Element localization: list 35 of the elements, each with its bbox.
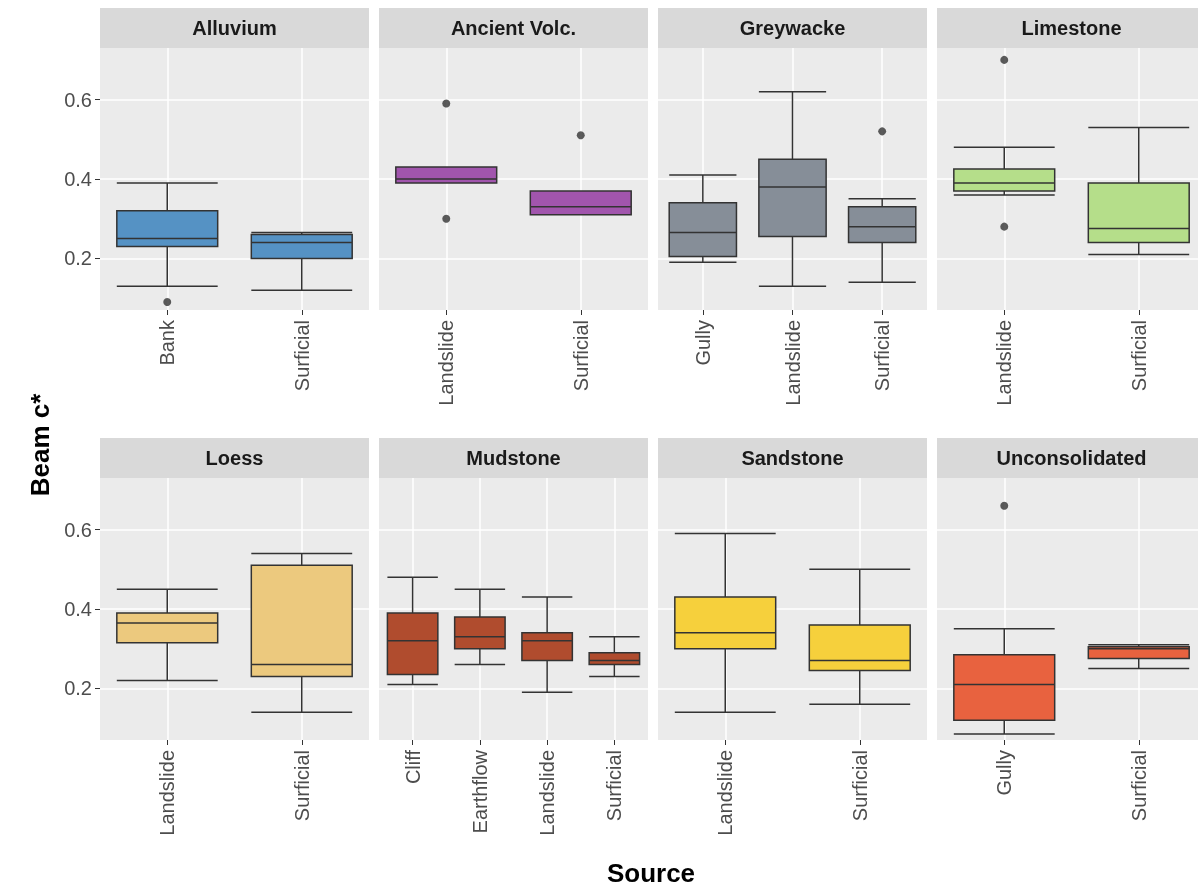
y-tick-label: 0.6 (64, 518, 92, 541)
x-tick-label: Surficial (1127, 750, 1150, 822)
y-tick-label: 0.6 (64, 88, 92, 111)
x-tick-label: Gully (993, 750, 1016, 796)
chart-title: Loess (100, 438, 369, 478)
chart-title: Alluvium (100, 8, 369, 48)
chart-title: Greywacke (658, 8, 927, 48)
x-tick-label: Surficial (1127, 320, 1150, 392)
x-tick-label: Landslide (993, 320, 1016, 406)
y-tick-label: 0.2 (64, 247, 92, 270)
x-tick-label: Gully (691, 320, 714, 366)
y-tick-label: 0.4 (64, 598, 92, 620)
chart-title: Ancient Volc. (379, 8, 648, 48)
x-tick-label: Surficial (290, 750, 313, 822)
x-axis-title: Source (606, 857, 696, 889)
chart-title: Mudstone (379, 438, 648, 478)
x-tick-label: Landslide (714, 750, 737, 836)
x-tick-label: Surficial (603, 750, 626, 822)
x-tick-label: Surficial (871, 320, 894, 392)
y-axis-title: Beam c* (24, 393, 56, 497)
x-tick-label: Surficial (848, 750, 871, 822)
chart-title: Unconsolidated (937, 438, 1198, 478)
x-tick-label: Landslide (536, 750, 559, 836)
x-tick-label: Surficial (569, 320, 592, 392)
chart-title: Sandstone (658, 438, 927, 478)
x-tick-label: Bank (156, 319, 179, 366)
x-tick-label: Landslide (435, 320, 458, 406)
x-tick-label: Surficial (290, 320, 313, 392)
x-tick-label: Earthflow (468, 749, 491, 834)
x-tick-label: Landslide (156, 750, 179, 836)
x-tick-label: Landslide (781, 320, 804, 406)
chart-title: Limestone (937, 8, 1198, 48)
y-tick-label: 0.4 (64, 168, 92, 190)
x-tick-label: Cliff (401, 749, 424, 785)
y-tick-label: 0.2 (64, 677, 92, 700)
